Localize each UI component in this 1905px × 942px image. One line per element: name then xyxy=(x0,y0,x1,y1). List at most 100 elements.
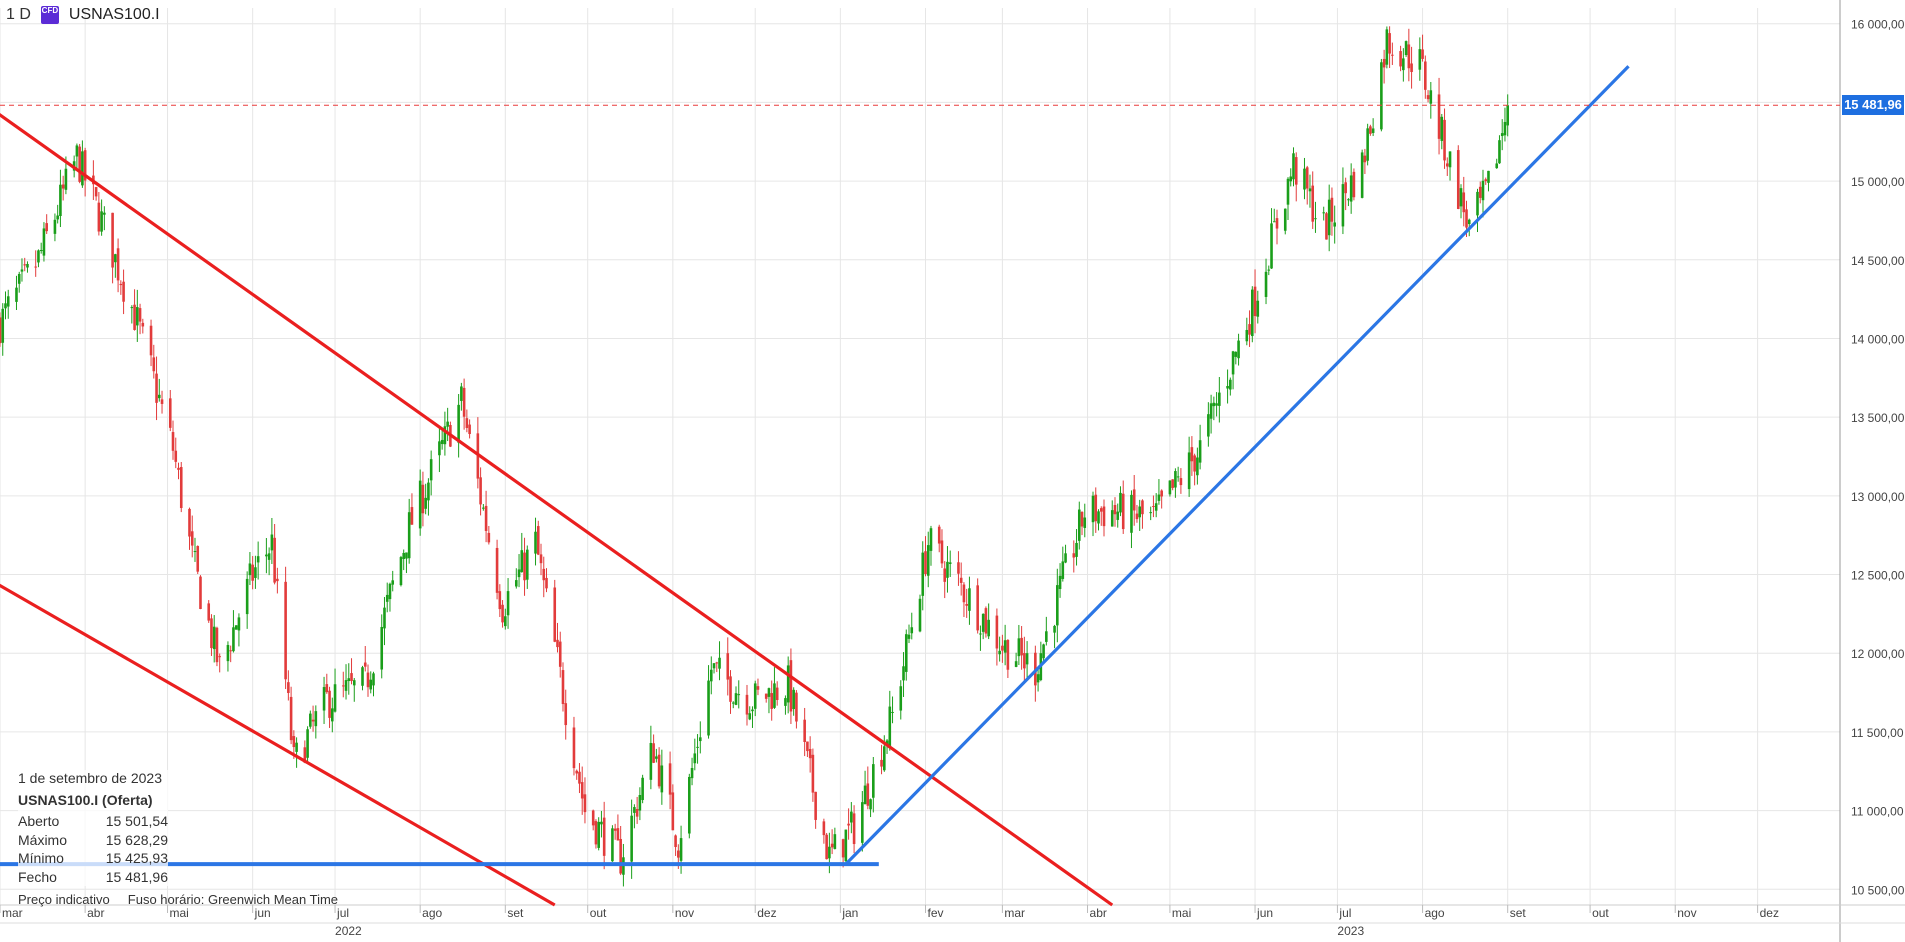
candle-body xyxy=(1121,493,1125,530)
candle xyxy=(534,517,537,566)
candle xyxy=(410,493,414,525)
candle xyxy=(940,529,944,568)
candle-body xyxy=(1448,151,1452,168)
candle xyxy=(946,546,949,593)
candle-body xyxy=(438,441,441,456)
candle-body xyxy=(1369,126,1372,134)
candle-body xyxy=(289,696,293,741)
y-tick-label: 13 500,00 xyxy=(1851,411,1905,425)
candle xyxy=(652,734,655,764)
candle xyxy=(803,707,806,757)
symbol-label[interactable]: USNAS100.I xyxy=(68,6,160,23)
candle xyxy=(542,556,546,598)
x-axis[interactable]: mar abr mai jun jul ago set out nov dez jan fev mar a… xyxy=(0,905,1779,938)
x-tick-label: mai xyxy=(170,906,189,920)
candle xyxy=(984,606,988,638)
candle xyxy=(1327,184,1331,252)
candle xyxy=(649,725,653,790)
candle xyxy=(830,829,834,855)
candle xyxy=(1138,499,1142,531)
candle xyxy=(149,319,153,367)
candle xyxy=(248,552,252,586)
candle-body xyxy=(852,813,856,845)
candle-body xyxy=(668,763,672,795)
candle-body xyxy=(427,482,430,501)
candle-body xyxy=(850,811,853,823)
y-tick-label: 14 000,00 xyxy=(1851,332,1905,346)
timeframe-label[interactable]: 1 D xyxy=(6,6,31,23)
candle xyxy=(1077,501,1081,550)
candle-body xyxy=(784,698,787,706)
candle xyxy=(1176,466,1180,482)
candle-body xyxy=(111,212,114,268)
candle-body xyxy=(226,644,230,662)
candle xyxy=(333,668,337,713)
info-row-open: Aberto 15 501,54 xyxy=(18,813,168,829)
trendline-red xyxy=(0,583,556,907)
candle-body xyxy=(688,776,691,834)
candle-body xyxy=(729,676,732,702)
timezone-label[interactable]: Fuso horário: Greenwich Mean Time xyxy=(127,892,339,907)
candle xyxy=(1179,468,1183,494)
candle-body xyxy=(1327,199,1331,236)
candle xyxy=(61,175,65,201)
candle-body xyxy=(833,834,837,849)
candle xyxy=(270,517,274,564)
candle-body xyxy=(273,537,276,583)
candle xyxy=(504,608,507,630)
candle-body xyxy=(1064,553,1067,563)
candle xyxy=(168,389,172,432)
candle-body xyxy=(965,603,968,606)
candle-body xyxy=(1402,58,1405,71)
candle-body xyxy=(987,619,990,637)
candle-body xyxy=(737,694,741,696)
candle xyxy=(311,705,315,732)
candle xyxy=(289,686,293,745)
candle-body xyxy=(160,399,164,404)
candle xyxy=(822,818,826,844)
candle xyxy=(1025,641,1029,680)
candle xyxy=(693,738,697,771)
trendlines[interactable] xyxy=(0,65,1630,907)
candle xyxy=(1135,504,1139,523)
candle-body xyxy=(199,576,202,610)
candle xyxy=(215,626,219,667)
candle-body xyxy=(1218,392,1221,406)
candle xyxy=(712,663,716,674)
candle-body xyxy=(655,756,658,759)
y-axis[interactable]: 10 500,00 11 000,00 11 500,00 12 000,00 12 5… xyxy=(1851,18,1905,898)
candle xyxy=(910,612,914,640)
candle xyxy=(369,671,373,694)
candle xyxy=(696,734,699,764)
candle-body xyxy=(352,680,356,686)
candle xyxy=(460,382,463,411)
info-row-high: Máximo 15 628,29 xyxy=(18,831,168,848)
candle-body xyxy=(600,821,603,825)
candle xyxy=(482,504,485,511)
candle-body xyxy=(256,556,260,563)
candle xyxy=(1058,563,1062,598)
candle-body xyxy=(136,307,139,326)
candle xyxy=(39,242,43,254)
candle xyxy=(210,614,213,656)
candle xyxy=(0,312,2,347)
trendline-blue xyxy=(844,65,1630,866)
candle-body xyxy=(921,552,925,596)
candle xyxy=(498,584,502,617)
x-tick-label: jul xyxy=(1338,906,1351,920)
candle xyxy=(1366,123,1369,166)
candle-body xyxy=(1330,197,1334,222)
candle xyxy=(850,802,853,834)
candle-body xyxy=(460,386,463,401)
candle xyxy=(100,199,103,236)
candle xyxy=(1404,40,1408,57)
x-tick-label: set xyxy=(1510,906,1527,920)
x-tick-label: mar xyxy=(2,906,23,920)
candle-body xyxy=(773,683,776,708)
candle-body xyxy=(17,273,21,284)
candle xyxy=(1270,208,1273,269)
candle-body xyxy=(149,325,153,356)
candle xyxy=(1250,286,1254,343)
candle-body xyxy=(1020,637,1023,656)
